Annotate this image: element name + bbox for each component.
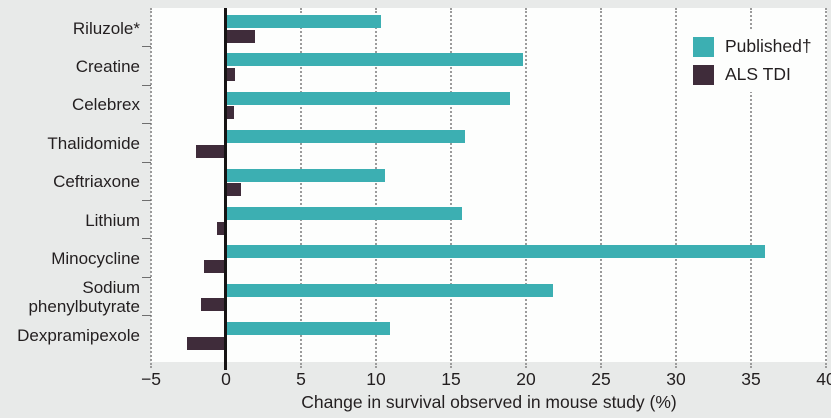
category-tick: [142, 276, 151, 278]
x-tick-label--5: −5: [141, 369, 161, 389]
x-tick-label-10: 10: [366, 369, 386, 389]
gridline-35: [750, 8, 752, 368]
category-tick: [142, 123, 151, 125]
bar-published-thalidomide: [226, 130, 465, 144]
gridline--5: [150, 8, 152, 368]
bar-published-sodium-phenylbutyrate: [226, 283, 553, 297]
category-tick: [142, 315, 151, 317]
x-tick-label-35: 35: [741, 369, 761, 389]
bar-als-tdi-riluzole: [226, 29, 255, 43]
legend: Published† ALS TDI: [685, 29, 822, 92]
gridline-25: [600, 8, 602, 368]
bar-als-tdi-creatine: [226, 67, 235, 81]
x-tick-label-30: 30: [666, 369, 686, 389]
category-label-lithium: Lithium: [85, 210, 140, 230]
bar-als-tdi-lithium: [217, 221, 226, 235]
bar-published-riluzole: [226, 15, 381, 28]
x-tick-label-0: 0: [221, 369, 231, 389]
category-label-ceftriaxone: Ceftriaxone: [53, 172, 140, 192]
category-tick: [142, 238, 151, 240]
category-label-sodium-phenylbutyrate: Sodium phenylbutyrate: [28, 277, 140, 316]
bar-published-celebrex: [226, 91, 510, 105]
category-label-celebrex: Celebrex: [71, 95, 140, 115]
gridline-10: [375, 8, 377, 368]
bar-published-creatine: [226, 53, 523, 67]
legend-item-published: Published†: [693, 36, 812, 57]
zero-axis-line: [224, 8, 227, 370]
published-swatch-icon: [693, 36, 714, 57]
category-tick: [142, 200, 151, 201]
x-tick-label-20: 20: [516, 369, 536, 389]
category-label-creatine: Creatine: [75, 56, 140, 76]
legend-item-als-tdi: ALS TDI: [693, 64, 812, 85]
bar-published-ceftriaxone: [226, 168, 385, 182]
category-tick: [142, 46, 151, 48]
category-tick: [142, 161, 151, 163]
x-tick-label-40: 40: [816, 369, 831, 389]
gridline-40: [825, 8, 827, 368]
x-tick-label-5: 5: [296, 369, 306, 389]
bar-als-tdi-ceftriaxone: [226, 183, 241, 197]
category-label-thalidomide: Thalidomide: [47, 133, 140, 153]
bar-als-tdi-sodium-phenylbutyrate: [200, 298, 226, 312]
category-label-minocycline: Minocycline: [51, 248, 140, 268]
gridline-15: [450, 8, 452, 368]
bar-als-tdi-dexpramipexole: [187, 336, 226, 350]
bar-als-tdi-minocycline: [203, 259, 226, 273]
gridline-5: [300, 8, 302, 368]
als-tdi-swatch-icon: [693, 64, 714, 85]
gridline-20: [525, 8, 527, 368]
x-tick-label-25: 25: [591, 369, 611, 389]
gridline-30: [675, 8, 677, 368]
bar-published-dexpramipexole: [226, 322, 390, 336]
bar-als-tdi-celebrex: [226, 106, 234, 120]
category-label-dexpramipexole: Dexpramipexole: [17, 325, 140, 345]
x-tick-label-15: 15: [441, 369, 461, 389]
legend-label-als-tdi: ALS TDI: [725, 64, 791, 84]
category-tick: [142, 84, 151, 86]
bar-als-tdi-thalidomide: [196, 144, 226, 158]
legend-label-published: Published†: [725, 36, 812, 56]
bar-published-lithium: [226, 207, 462, 220]
bar-published-minocycline: [226, 245, 765, 259]
x-axis-title: Change in survival observed in mouse stu…: [301, 392, 677, 412]
category-label-riluzole: Riluzole*: [72, 18, 140, 38]
